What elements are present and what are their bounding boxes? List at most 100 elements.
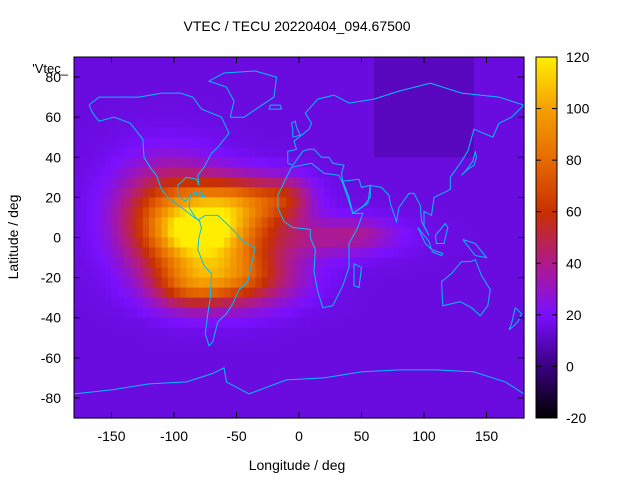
heatmap-cell: [236, 307, 244, 319]
heatmap-cell: [342, 157, 350, 168]
heatmap-cell: [167, 287, 175, 299]
heatmap-cell: [455, 297, 463, 309]
heatmap-cell: [386, 227, 394, 239]
heatmap-cell: [105, 107, 113, 118]
heatmap-cell: [424, 77, 431, 88]
heatmap-cell: [117, 187, 125, 198]
heatmap-cell: [267, 257, 275, 269]
heatmap-cell: [492, 117, 500, 128]
heatmap-cell: [149, 237, 156, 249]
heatmap-cell: [355, 317, 363, 329]
heatmap-cell: [224, 157, 231, 168]
heatmap-cell: [80, 107, 88, 118]
heatmap-cell: [367, 257, 375, 269]
heatmap-cell: [461, 337, 469, 349]
heatmap-cell: [167, 407, 175, 419]
heatmap-cell: [274, 207, 281, 219]
heatmap-cell: [242, 197, 250, 209]
x-tick-label: 0: [295, 428, 303, 444]
heatmap-cell: [80, 57, 88, 68]
heatmap-cell: [242, 177, 250, 188]
heatmap-cell: [149, 157, 156, 168]
heatmap-cell: [124, 157, 131, 168]
heatmap-cell: [386, 397, 394, 409]
heatmap-cell: [392, 57, 400, 68]
heatmap-cell: [499, 157, 506, 168]
heatmap-cell: [261, 77, 269, 88]
heatmap-cell: [286, 357, 294, 369]
heatmap-cell: [336, 127, 344, 138]
heatmap-cell: [336, 137, 344, 148]
heatmap-cell: [336, 367, 344, 379]
heatmap-cell: [155, 387, 163, 399]
heatmap-cell: [361, 177, 369, 188]
heatmap-cell: [467, 177, 475, 188]
heatmap-cell: [261, 117, 269, 128]
heatmap-cell: [336, 187, 344, 198]
heatmap-cell: [155, 147, 163, 158]
heatmap-cell: [161, 107, 169, 118]
heatmap-cell: [474, 97, 481, 108]
heatmap-cell: [192, 127, 200, 138]
heatmap-cell: [280, 307, 288, 319]
heatmap-cell: [449, 327, 456, 339]
heatmap-cell: [217, 387, 225, 399]
heatmap-cell: [486, 237, 494, 249]
heatmap-cell: [499, 167, 506, 178]
heatmap-cell: [242, 217, 250, 229]
heatmap-cell: [267, 377, 275, 389]
heatmap-cell: [199, 197, 206, 209]
heatmap-cell: [392, 197, 400, 209]
heatmap-cell: [424, 307, 431, 319]
heatmap-cell: [199, 207, 206, 219]
heatmap-cell: [180, 317, 188, 329]
heatmap-cell: [74, 127, 81, 138]
heatmap-cell: [99, 247, 106, 259]
heatmap-cell: [511, 407, 519, 419]
heatmap-cell: [505, 107, 513, 118]
heatmap-cell: [111, 187, 119, 198]
heatmap-cell: [80, 207, 88, 219]
heatmap-cell: [361, 227, 369, 239]
heatmap-cell: [436, 147, 444, 158]
heatmap-cell: [392, 277, 400, 289]
heatmap-cell: [455, 377, 463, 389]
heatmap-cell: [255, 327, 263, 339]
heatmap-cell: [386, 147, 394, 158]
heatmap-cell: [242, 297, 250, 309]
heatmap-cell: [511, 247, 519, 259]
heatmap-cell: [455, 227, 463, 239]
heatmap-cell: [361, 377, 369, 389]
heatmap-cell: [505, 167, 513, 178]
heatmap-cell: [199, 187, 206, 198]
heatmap-cell: [211, 107, 219, 118]
heatmap-cell: [355, 327, 363, 339]
heatmap-cell: [417, 77, 425, 88]
heatmap-cell: [242, 407, 250, 419]
heatmap-cell: [117, 297, 125, 309]
heatmap-cell: [467, 197, 475, 209]
heatmap-cell: [292, 87, 300, 98]
heatmap-cell: [405, 277, 413, 289]
heatmap-cell: [361, 237, 369, 249]
heatmap-cell: [161, 187, 169, 198]
heatmap-cell: [186, 397, 194, 409]
heatmap-cell: [217, 57, 225, 68]
heatmap-cell: [374, 297, 381, 309]
heatmap-cell: [336, 87, 344, 98]
y-tick-label: 20: [45, 189, 61, 205]
heatmap-cell: [455, 157, 463, 168]
heatmap-cell: [74, 77, 81, 88]
heatmap-cell: [392, 147, 400, 158]
heatmap-cell: [186, 127, 194, 138]
heatmap-cell: [105, 247, 113, 259]
heatmap-cell: [449, 147, 456, 158]
heatmap-cell: [155, 337, 163, 349]
heatmap-cell: [155, 137, 163, 148]
heatmap-cell: [399, 257, 406, 269]
heatmap-cell: [255, 77, 263, 88]
heatmap-cell: [217, 67, 225, 78]
heatmap-cell: [149, 57, 156, 68]
heatmap-cell: [292, 317, 300, 329]
heatmap-cell: [392, 107, 400, 118]
